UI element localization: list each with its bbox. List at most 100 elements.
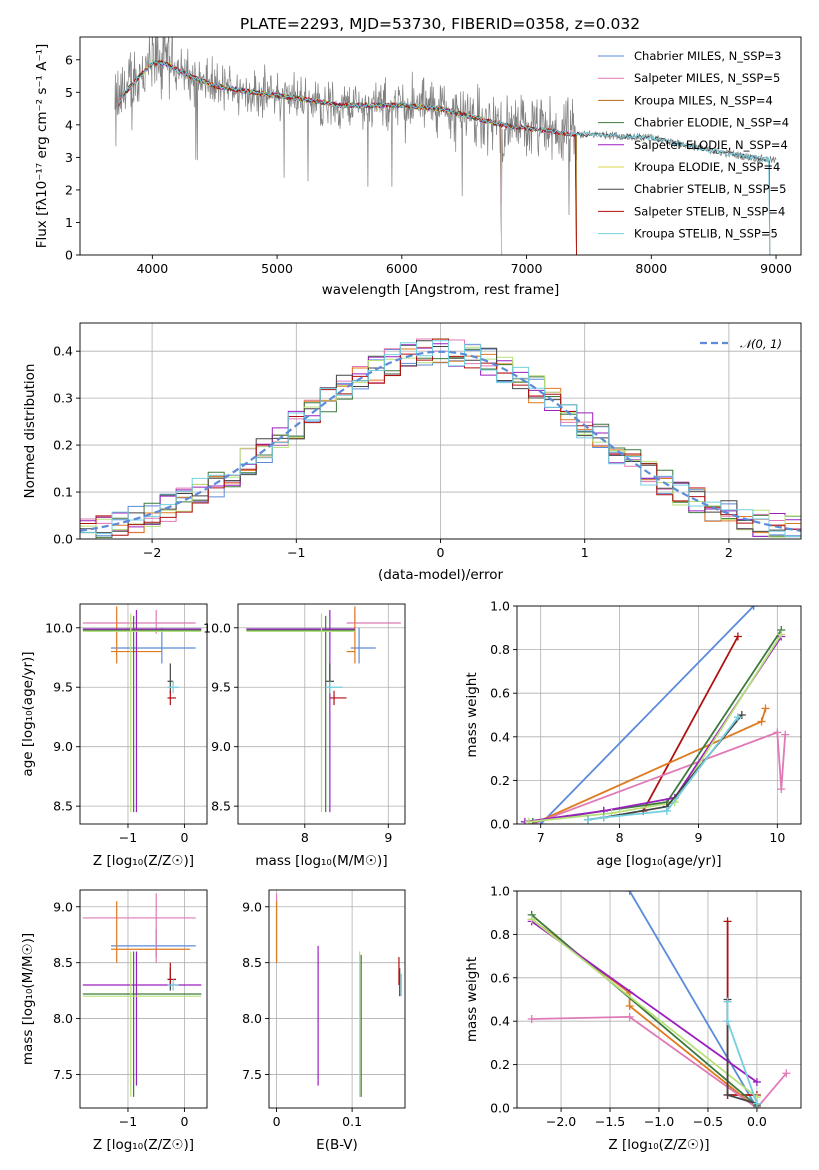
spectrum-model-line — [117, 60, 577, 255]
age-vs-Z-ytick-label: 8.5 — [53, 799, 73, 814]
weight-vs-age-series-marker — [777, 785, 786, 794]
age-vs-mass-xlabel: mass [log₁₀(M/M☉)] — [255, 853, 387, 869]
age-vs-Z-plot-area — [82, 606, 202, 813]
mass-vs-Z-frame: −1 0 7.5 8.0 8.5 9.0 Z [log₁₀(Z/Z☉)] mass [log₁… — [20, 889, 208, 1153]
weight-vs-Z-frame: −2.0 −1.5 −1.0 −0.5 0.0 0.0 0.2 0.4 0.6 0.8 1.0 Z [… — [464, 884, 802, 1153]
mass-vs-Z-ytick-label: 7.5 — [53, 1067, 73, 1082]
spectrum-ytick-label: 4 — [65, 117, 73, 132]
residuals-frame: −2 −1 0 1 2 0.0 0.1 0.2 0.3 0.4 (data-model)/error… — [22, 322, 802, 583]
age-vs-Z-errorbar-point — [82, 613, 202, 813]
age-vs-mass-xtick-label: 8 — [301, 830, 309, 845]
weight-vs-age-series-marker — [773, 728, 782, 737]
weight-vs-Z-series-line — [531, 918, 758, 1098]
age-vs-Z-errorbar-point — [167, 663, 174, 694]
weight-vs-Z-series-marker — [723, 1090, 732, 1099]
weight-vs-Z-series-marker — [752, 1099, 761, 1108]
spectrum-model-line — [117, 60, 577, 255]
weight-vs-age-series-line — [540, 606, 755, 824]
weight-vs-Z-ytick-label: 0.2 — [490, 1057, 510, 1072]
weight-vs-Z-ytick-label: 0.4 — [490, 1014, 510, 1029]
spectrum-frame-box — [79, 36, 802, 256]
weight-vs-age-ytick-label: 1.0 — [490, 599, 510, 614]
weight-vs-age-series-marker — [733, 713, 742, 722]
mass-vs-EBV-frame-box — [268, 889, 406, 1109]
mass-vs-Z-axes — [80, 890, 207, 1108]
weight-vs-Z-series-marker — [527, 1015, 536, 1024]
residuals-histogram-series — [80, 340, 801, 538]
spectrum-legend-entry: Chabrier ELODIE, N_SSP=4 — [634, 116, 789, 130]
weight-vs-Z-ylabel: mass weight — [464, 957, 480, 1042]
residuals-histogram-series — [80, 340, 801, 537]
spectrum-legend-entry: Chabrier MILES, N_SSP=3 — [634, 49, 781, 63]
spectrum-ytick-label: 0 — [65, 248, 73, 263]
age-vs-Z-errorbar-point — [167, 690, 176, 706]
mass-vs-Z-plot-area — [82, 893, 202, 1097]
residuals-histogram-series — [80, 344, 801, 538]
mass-vs-EBV-plot-area — [275, 893, 402, 1097]
mass-vs-Z-frame-box — [79, 889, 208, 1109]
mass-vs-Z-ytick-label: 8.0 — [53, 1011, 73, 1026]
residuals-histogram-series — [80, 338, 801, 536]
weight-vs-Z-xtick-label: −1.5 — [595, 1114, 625, 1129]
age-vs-Z-frame-box — [79, 603, 208, 825]
mass-vs-EBV-xtick-label: 0 — [273, 1114, 281, 1129]
weight-vs-age-ytick-label: 0.2 — [490, 773, 510, 788]
spectrum-model-line — [119, 59, 771, 255]
mass-vs-Z-xtick-label: 0 — [180, 1114, 188, 1129]
weight-vs-age-series-line — [532, 731, 787, 824]
spectrum-frame: 4000 5000 6000 7000 8000 9000 0 1 2 3 4 5 6 wavelengt… — [34, 36, 802, 298]
age-vs-mass-errorbar-point — [246, 609, 355, 813]
mass-vs-Z-errorbar-point — [82, 951, 202, 1097]
mass-vs-Z-errorbar-point — [111, 901, 191, 963]
weight-vs-Z-series-marker — [752, 1077, 761, 1086]
spectrum-plot-area — [114, 37, 777, 255]
mass-vs-Z-errorbar-point — [111, 929, 196, 958]
age-vs-Z-ylabel: age [log₁₀(age/yr)] — [20, 651, 36, 776]
weight-vs-Z-ytick-label: 0.6 — [490, 970, 510, 985]
weight-vs-Z-series-marker — [625, 1002, 634, 1011]
mass-vs-Z-errorbar-point — [167, 979, 179, 991]
residuals-ytick-label: 0.4 — [53, 344, 73, 359]
mass-vs-EBV-ytick-label: 8.0 — [242, 1011, 262, 1026]
spectrum-xtick-label: 6000 — [386, 261, 418, 276]
residuals-axes — [80, 323, 801, 540]
spectrum-ylabel: Flux [fλ10⁻¹⁷ erg cm⁻² s⁻¹ A⁻¹] — [34, 44, 50, 249]
residuals-xlabel: (data-model)/error — [378, 567, 504, 583]
weight-vs-Z-series-line — [726, 921, 757, 1096]
age-vs-Z-axes — [80, 604, 207, 824]
residuals-ytick-label: 0.1 — [53, 485, 73, 500]
age-vs-mass-errorbar-point — [246, 615, 355, 813]
weight-vs-age-series-marker — [524, 817, 533, 824]
weight-vs-age-ytick-label: 0.6 — [490, 686, 510, 701]
mass-vs-EBV-xlabel: E(B-V) — [316, 1137, 358, 1153]
weight-vs-Z-xtick-label: 0.0 — [747, 1114, 767, 1129]
residuals-ytick-label: 0.2 — [53, 438, 73, 453]
weight-vs-age-series-marker — [749, 606, 758, 610]
mass-vs-EBV-ytick-label: 7.5 — [242, 1067, 262, 1082]
weight-vs-age-frame-box — [516, 605, 802, 825]
weight-vs-age-series-line — [528, 633, 783, 823]
mass-vs-EBV-xtick-label: 0.1 — [342, 1114, 362, 1129]
weight-vs-age-series-line — [642, 636, 739, 812]
spectrum-legend-entry: Kroupa MILES, N_SSP=4 — [634, 93, 773, 107]
residuals-ytick-label: 0.3 — [53, 391, 73, 406]
spectrum-legend: Chabrier MILES, N_SSP=3 Salpeter MILES, N… — [598, 49, 789, 241]
weight-vs-Z-series-line — [531, 1015, 787, 1108]
spectrum-ytick-label: 1 — [65, 215, 73, 230]
spectrum-xtick-label: 8000 — [635, 261, 667, 276]
age-vs-Z-frame: −1 0 8.5 9.0 9.5 10.0 Z [log₁₀(Z/Z☉)] age [log₁… — [20, 603, 208, 869]
weight-vs-age-series-marker — [781, 730, 790, 739]
mass-vs-Z-errorbar-point — [82, 951, 202, 1097]
mass-vs-Z-errorbar-point — [167, 962, 176, 986]
residuals-gaussian-curve — [80, 350, 801, 532]
residuals-xtick-label: 2 — [725, 545, 733, 560]
spectrum-xtick-label: 9000 — [760, 261, 792, 276]
weight-vs-Z-axes — [517, 890, 801, 1109]
residuals-xtick-label: 1 — [581, 545, 589, 560]
weight-vs-age-series-marker — [777, 630, 786, 639]
weight-vs-age-axes — [517, 605, 801, 825]
age-vs-Z-ytick-label: 10.0 — [45, 620, 73, 635]
age-vs-Z-errorbar-point — [82, 609, 202, 813]
weight-vs-age-xlabel: age [log₁₀(age/yr)] — [596, 853, 721, 869]
